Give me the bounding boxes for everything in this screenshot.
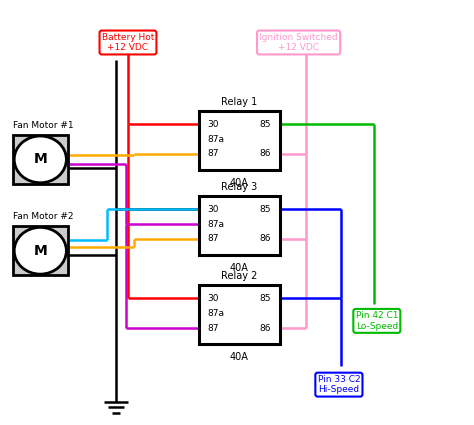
Text: 85: 85 — [260, 120, 271, 129]
Text: Pin 42 C1
Lo-Speed: Pin 42 C1 Lo-Speed — [356, 311, 398, 331]
Text: M: M — [33, 244, 47, 258]
Text: 87: 87 — [208, 150, 219, 159]
Text: 40A: 40A — [230, 263, 249, 273]
Text: Battery Hot
+12 VDC: Battery Hot +12 VDC — [102, 33, 154, 52]
Text: 40A: 40A — [230, 352, 249, 362]
Bar — [199, 110, 280, 170]
Text: Fan Motor #1: Fan Motor #1 — [13, 121, 73, 130]
Text: 86: 86 — [260, 324, 271, 333]
Text: 87: 87 — [208, 235, 219, 244]
Bar — [199, 196, 280, 255]
Bar — [13, 226, 68, 275]
Text: 87a: 87a — [208, 309, 225, 318]
Text: Relay 3: Relay 3 — [221, 182, 257, 192]
Text: Fan Motor #2: Fan Motor #2 — [13, 212, 73, 221]
Text: 30: 30 — [208, 120, 219, 129]
Text: 85: 85 — [260, 294, 271, 303]
Text: 87a: 87a — [208, 135, 225, 144]
Text: 85: 85 — [260, 205, 271, 214]
Text: 87a: 87a — [208, 220, 225, 229]
Bar — [199, 285, 280, 344]
Text: M: M — [33, 153, 47, 166]
Text: Relay 1: Relay 1 — [221, 97, 257, 107]
Text: 87: 87 — [208, 324, 219, 333]
Text: Relay 2: Relay 2 — [221, 271, 257, 281]
Text: Pin 33 C2
Hi-Speed: Pin 33 C2 Hi-Speed — [318, 375, 360, 394]
Text: 86: 86 — [260, 150, 271, 159]
Text: 30: 30 — [208, 294, 219, 303]
Circle shape — [14, 136, 66, 183]
Text: 40A: 40A — [230, 178, 249, 188]
Circle shape — [14, 227, 66, 274]
Bar — [13, 135, 68, 184]
Text: 30: 30 — [208, 205, 219, 214]
Text: 86: 86 — [260, 235, 271, 244]
Text: Ignition Switched
+12 VDC: Ignition Switched +12 VDC — [259, 33, 338, 52]
